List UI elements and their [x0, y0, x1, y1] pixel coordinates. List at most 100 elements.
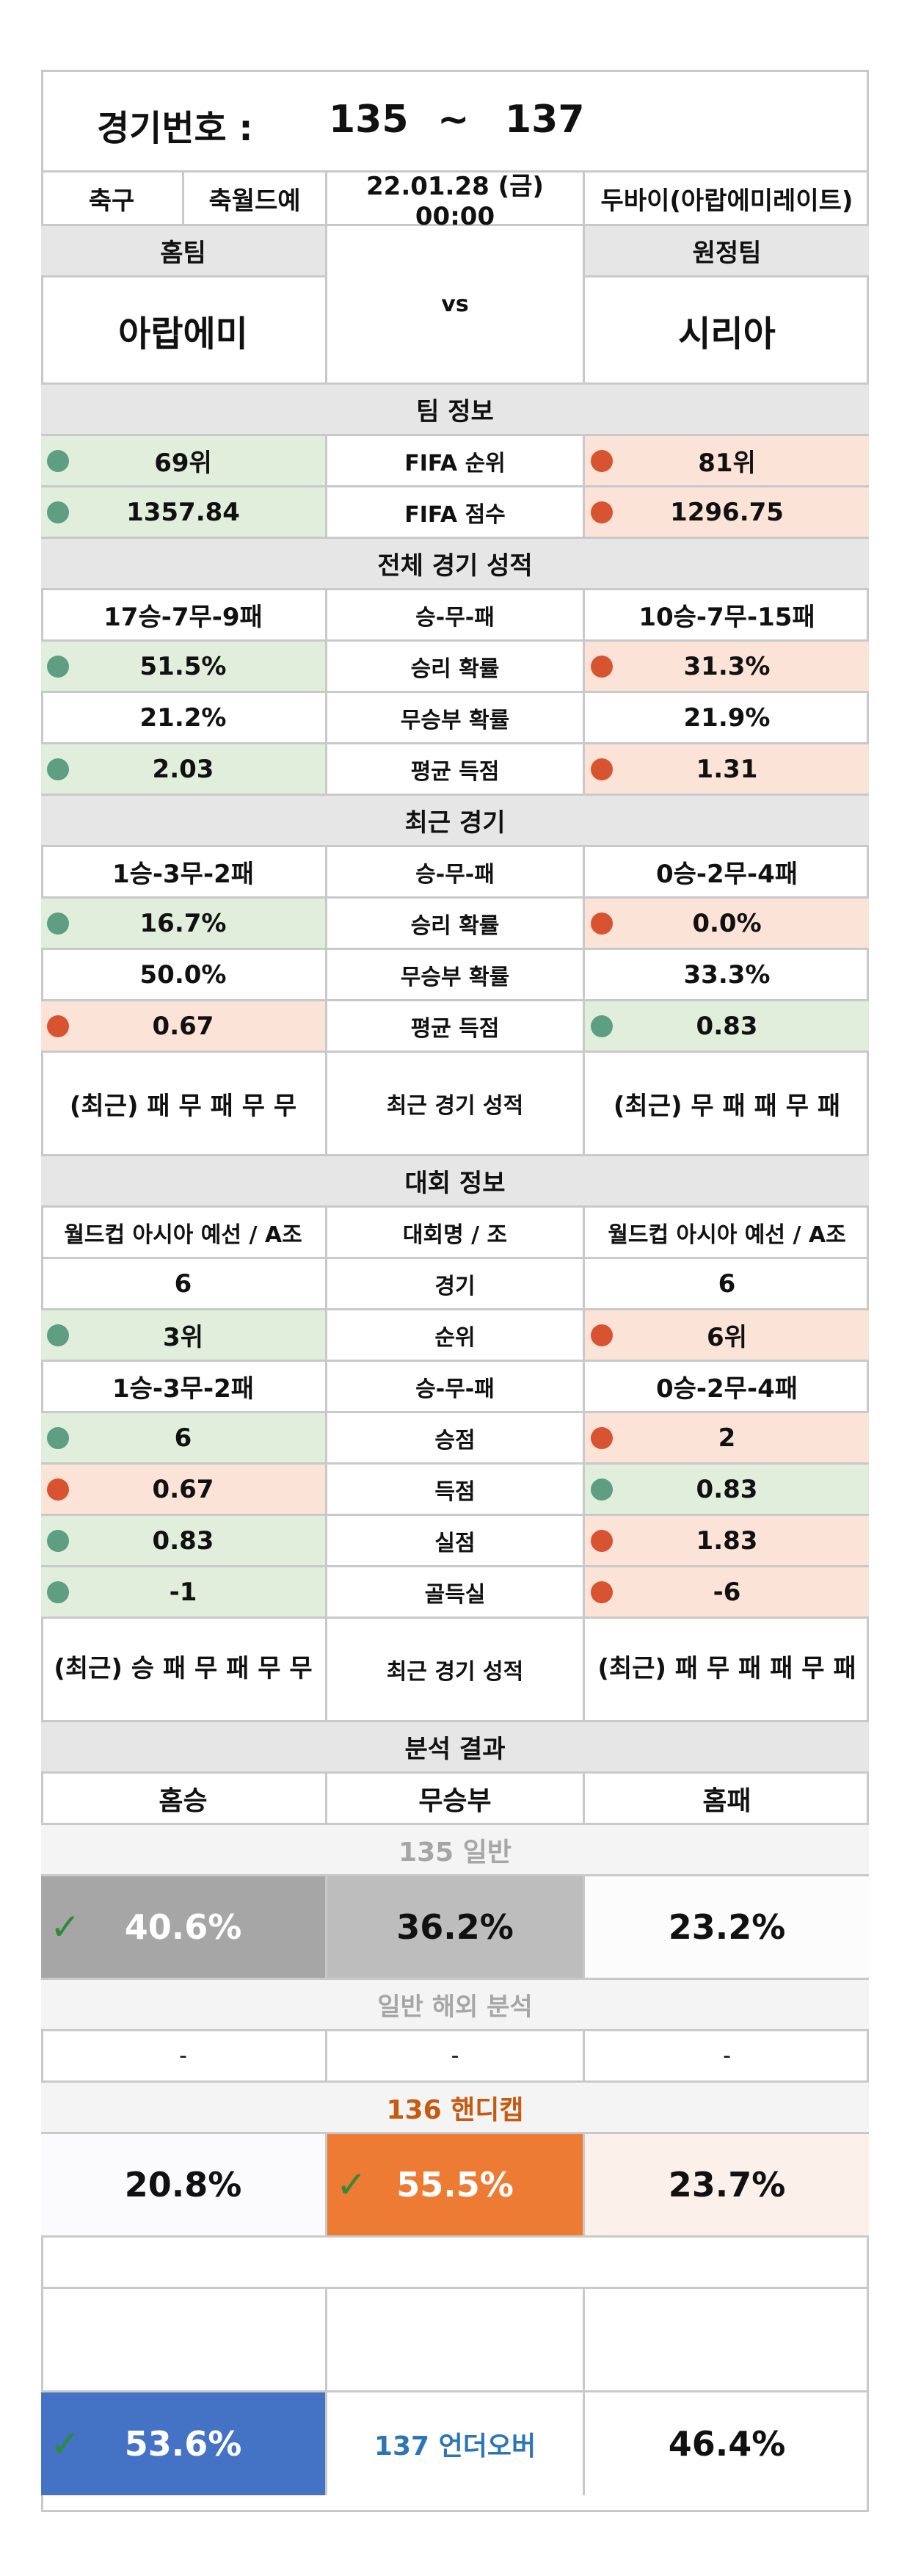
away-overall-record: 10승-7무-15패 [638, 603, 815, 632]
away-fifa-rank: 81위 [585, 436, 869, 485]
tournament-record-label: 승-무-패 [327, 1362, 585, 1411]
match-number-start: 135 [329, 98, 409, 142]
handicap-home-win: 20.8% [41, 2134, 327, 2235]
recent-win-row: 16.7% 승리 확률 0.0% [41, 899, 869, 950]
disadvantage-dot [591, 758, 613, 780]
away-tournament-goaldiff: -6 [585, 1567, 869, 1617]
home-recent-record: 1승-3무-2패 [41, 847, 327, 896]
home-recent-goals: 0.67 [41, 1001, 327, 1051]
away-recent-record: 0승-2무-4패 [655, 860, 798, 889]
recent-win-label: 승리 확률 [327, 899, 585, 948]
home-tournament-goaldiff: -1 [41, 1567, 327, 1617]
tournament-rank-label: 순위 [327, 1310, 585, 1360]
home-tournament-form: (최근) 승 패 무 패 무 무 [41, 1619, 327, 1720]
advantage-dot [591, 1015, 613, 1037]
advantage-dot [591, 1478, 613, 1501]
disadvantage-dot [591, 501, 613, 523]
sport-cell: 축구 [41, 173, 184, 224]
overseas-title-row: 일반 해외 분석 [41, 1980, 869, 2031]
datetime-cell: 22.01.28 (금) 00:00 [327, 172, 585, 231]
tournament-record-row: 1승-3무-2패 승-무-패 0승-2무-4패 [41, 1362, 869, 1413]
home-team-name: 아랍에미 [41, 277, 327, 382]
home-tournament-record: 1승-3무-2패 [41, 1362, 327, 1411]
away-tournament-conceded: 1.83 [585, 1516, 869, 1565]
tournament-scored-row: 0.67 득점 0.83 [41, 1465, 869, 1516]
overall-win-label: 승리 확률 [327, 642, 585, 691]
disadvantage-dot [591, 1529, 613, 1552]
advantage-dot [47, 912, 69, 935]
disadvantage-dot [591, 912, 613, 935]
tournament-form-label: 최근 경기 성적 [327, 1619, 585, 1720]
handicap-title: 136 핸디캡 [386, 2094, 524, 2125]
overall-win-row: 51.5% 승리 확률 31.3% [41, 642, 869, 693]
home-tournament-points: 6 [41, 1413, 327, 1462]
home-overall-draw: 21.2% [41, 693, 327, 742]
home-team-label: 홈팀 [41, 226, 327, 277]
team-info-title: 팀 정보 [416, 397, 494, 427]
advantage-dot [47, 1529, 69, 1552]
overall-record-label: 승-무-패 [327, 590, 585, 639]
col-home-win: 홈승 [41, 1774, 327, 1823]
overall-goals-label: 평균 득점 [327, 744, 585, 794]
away-fifa-score: 1296.75 [585, 487, 869, 537]
recent-goals-label: 평균 득점 [327, 1001, 585, 1051]
away-tournament-form: (최근) 패 무 패 패 무 패 [597, 1654, 856, 1684]
handicap-title-row: 136 핸디캡 [41, 2083, 869, 2134]
home-tournament-games: 6 [41, 1259, 327, 1308]
away-tournament-games: 6 [718, 1269, 736, 1299]
advantage-dot [47, 758, 69, 780]
recent-title-row: 최근 경기 [41, 796, 869, 847]
home-tournament-rank: 3위 [41, 1310, 327, 1360]
away-tournament-record: 0승-2무-4패 [655, 1374, 798, 1404]
recent-draw-row: 50.0% 무승부 확률 33.3% [41, 950, 869, 1001]
handicap-home-loss: 23.7% [585, 2134, 869, 2235]
advantage-dot [47, 655, 69, 678]
away-recent-win: 0.0% [585, 899, 869, 948]
under-value: ✓ 53.6% [41, 2392, 327, 2495]
overall-draw-row: 21.2% 무승부 확률 21.9% [41, 693, 869, 744]
fifa-score-row: 1357.84 FIFA 점수 1296.75 [41, 487, 869, 539]
match-number-end: 137 [505, 98, 585, 142]
home-tournament-conceded: 0.83 [41, 1516, 327, 1565]
advantage-dot [47, 1324, 69, 1346]
away-team-name: 시리아 [678, 313, 776, 355]
recent-title: 최근 경기 [404, 808, 506, 838]
overall-draw-label: 무승부 확률 [327, 693, 585, 742]
general-home-win: ✓ 40.6% [41, 1876, 327, 1978]
recent-record-label: 승-무-패 [327, 847, 585, 896]
overseas-result-row: - - - [41, 2031, 869, 2083]
away-recent-draw: 33.3% [683, 959, 771, 990]
tournament-title-row: 대회 정보 [41, 1156, 869, 1208]
blank-cell [41, 2289, 327, 2390]
advantage-dot [47, 1581, 69, 1603]
versus-label: vs [327, 226, 585, 382]
home-recent-win: 16.7% [41, 899, 327, 948]
general-home-loss: 23.2% [585, 1876, 869, 1978]
tournament-name-row: 월드컵 아시아 예선 / A조 대회명 / 조 월드컵 아시아 예선 / A조 [41, 1208, 869, 1259]
match-info-row: 축구 축월드예 22.01.28 (금) 00:00 두바이(아랍에미레이트) [41, 172, 869, 231]
overseas-home-loss: - [723, 2043, 731, 2069]
recent-form-row: (최근) 패 무 패 무 무 최근 경기 성적 (최근) 무 패 패 무 패 [41, 1053, 869, 1156]
fifa-rank-row: 69위 FIFA 순위 81위 [41, 436, 869, 487]
away-overall-goals: 1.31 [585, 744, 869, 794]
fifa-rank-label: FIFA 순위 [327, 436, 585, 485]
away-overall-draw: 21.9% [683, 703, 771, 733]
away-recent-form: (최근) 무 패 패 무 패 [613, 1091, 841, 1121]
tournament-conceded-row: 0.83 실점 1.83 [41, 1516, 869, 1567]
analysis-columns-row: 홈승 무승부 홈패 [41, 1774, 869, 1825]
disadvantage-dot [591, 1581, 613, 1603]
check-icon: ✓ [336, 2163, 367, 2206]
away-team-label: 원정팀 [585, 226, 869, 277]
tournament-points-label: 승점 [327, 1413, 585, 1462]
recent-goals-row: 0.67 평균 득점 0.83 [41, 1001, 869, 1053]
handicap-result-row: 20.8% ✓ 55.5% 23.7% [41, 2134, 869, 2238]
league-cell: 축월드예 [184, 173, 327, 224]
fifa-score-label: FIFA 점수 [327, 487, 585, 537]
home-fifa-rank: 69위 [41, 436, 327, 485]
match-number-tilde: ~ [437, 98, 470, 142]
home-recent-form: (최근) 패 무 패 무 무 [41, 1053, 327, 1154]
advantage-dot [47, 501, 69, 523]
tournament-goaldiff-label: 골득실 [327, 1567, 585, 1617]
away-tournament-rank: 6위 [585, 1310, 869, 1360]
over-value: 46.4% [668, 2424, 786, 2464]
